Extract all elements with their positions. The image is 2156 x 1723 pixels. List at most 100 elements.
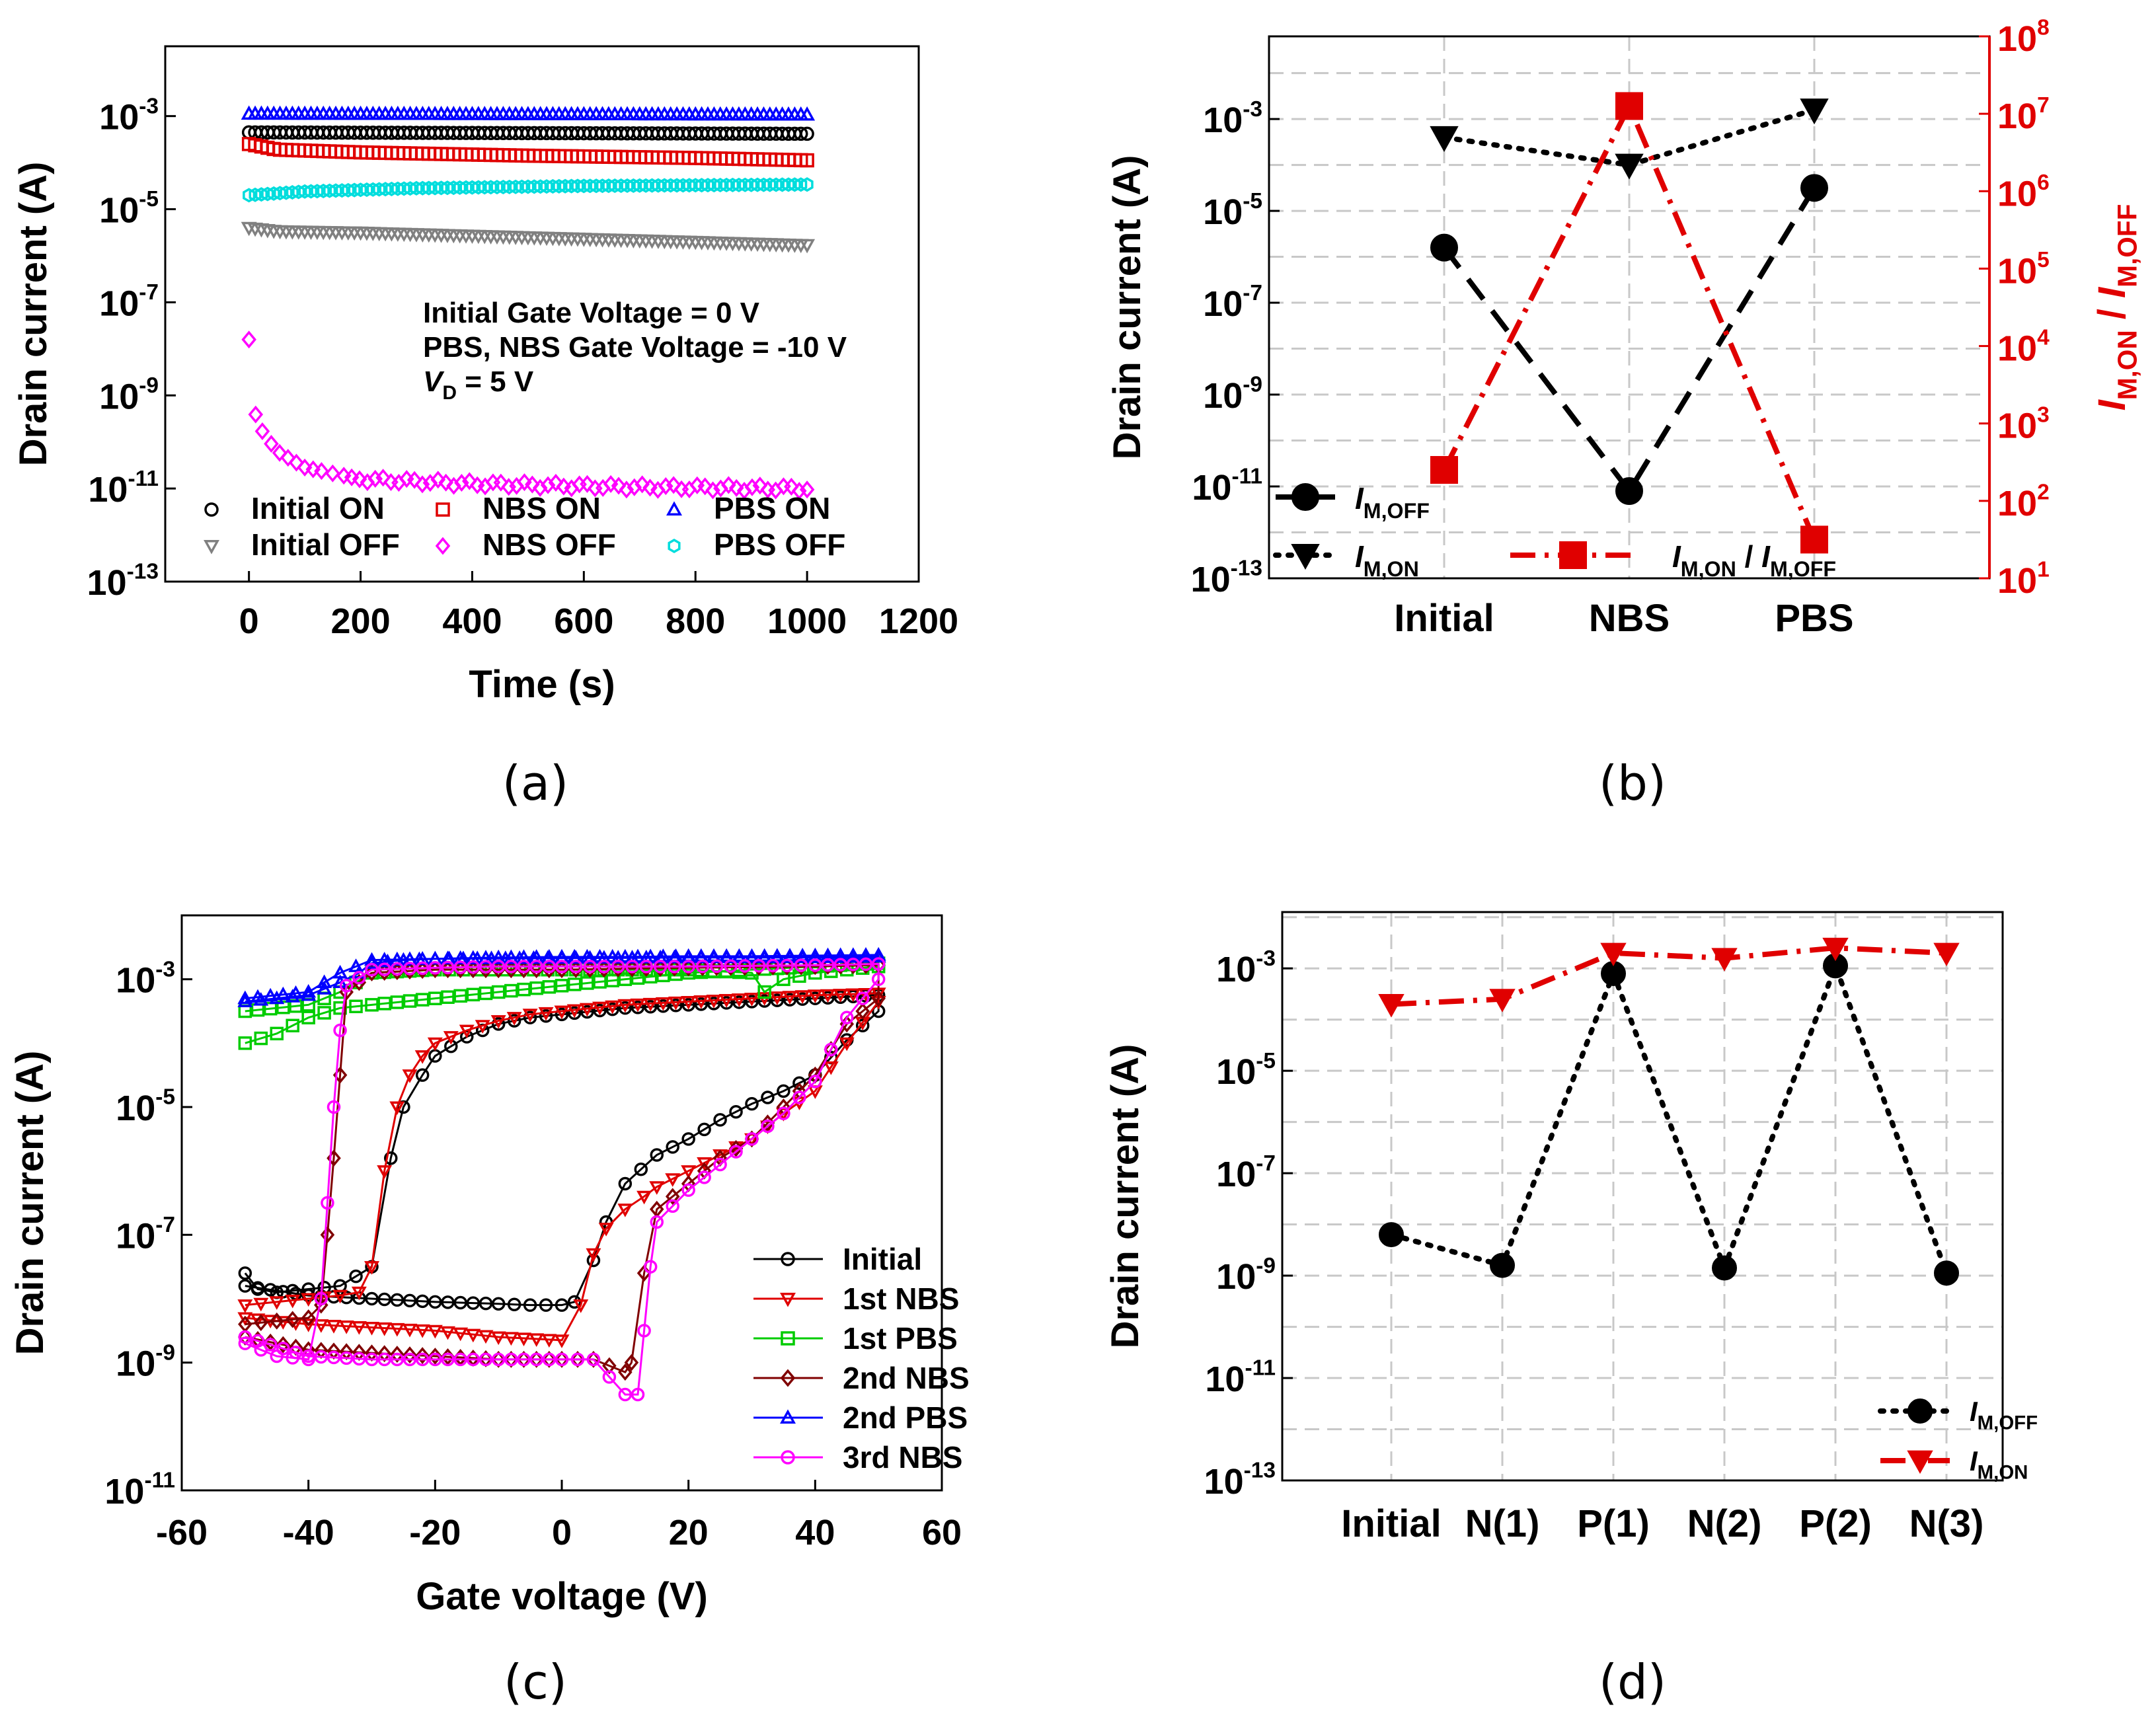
legend-label-c: 1st PBS (843, 1321, 958, 1356)
data-point-c (695, 959, 710, 974)
annotation-gate-voltage: Initial Gate Voltage = 0 V (423, 297, 760, 329)
series-a-nbs-off (241, 330, 815, 500)
y2-tick-label-b: 105 (1997, 248, 2050, 291)
data-point-d (1822, 937, 1849, 962)
data-point-c (681, 995, 697, 1010)
plot-frame-a (164, 45, 920, 583)
y-tick-label-d: 10-9 (1216, 1254, 1276, 1297)
data-point-a (323, 183, 336, 198)
data-point-c (250, 1313, 266, 1328)
data-point-c (859, 957, 873, 972)
data-point-a (248, 405, 264, 424)
data-point-c (625, 960, 639, 974)
data-point-a (784, 477, 799, 496)
data-point-a (621, 178, 634, 193)
data-point-a (254, 187, 268, 202)
data-point-c (503, 1332, 519, 1346)
data-point-c (428, 961, 442, 975)
data-point-a (658, 178, 671, 193)
data-point-c (580, 1005, 594, 1019)
data-point-c (821, 958, 835, 972)
data-point-c (617, 1204, 633, 1217)
data-point-c (777, 1084, 790, 1098)
data-point-c (317, 1006, 331, 1020)
data-point-a (757, 177, 770, 192)
data-point-a (738, 177, 751, 192)
legend-c: Initial 1st NBS 1st PBS 2nd NBS 2nd PBS 3rd N… (753, 1242, 970, 1474)
data-point-c (466, 987, 481, 1002)
data-point-c (301, 1309, 316, 1326)
legend-marker-a (204, 540, 219, 555)
data-point-b (1800, 174, 1828, 202)
data-point-c (338, 1321, 354, 1334)
data-point-c (583, 960, 597, 974)
data-point-a (639, 178, 652, 193)
data-point-c (490, 1331, 506, 1346)
legend-label-c: 2nd PBS (843, 1400, 968, 1435)
data-point-c (276, 1000, 290, 1015)
data-point-a (325, 464, 340, 482)
data-point-a (289, 453, 304, 472)
data-point-c (364, 1321, 379, 1336)
data-point-c (794, 949, 810, 964)
data-point-c (729, 1145, 743, 1159)
data-point-a (615, 178, 628, 193)
data-point-c (542, 1352, 557, 1367)
data-point-c (317, 981, 332, 995)
data-point-a (286, 184, 299, 200)
data-point-c (327, 1350, 341, 1365)
legend-d: IM,OFF IM,ON (1878, 1396, 2038, 1484)
data-point-a (527, 179, 541, 194)
y-tick-label-a: 10-3 (99, 94, 159, 137)
data-point-c (744, 993, 759, 1007)
data-point-c (751, 959, 766, 973)
data-point-c (649, 1181, 665, 1195)
data-point-c (845, 949, 861, 963)
y2-tick-label-b: 108 (1997, 16, 2050, 59)
legend-marker-b (1291, 544, 1320, 570)
data-point-a (633, 178, 646, 193)
data-point-a (465, 180, 479, 195)
data-point-a (478, 180, 491, 195)
data-point-a (438, 473, 453, 492)
data-point-c (792, 1091, 806, 1104)
data-point-c (729, 1105, 743, 1119)
data-point-c (855, 991, 870, 1005)
data-point-c (479, 986, 493, 1001)
legend-b: IM,OFF IM,ON IM,ON / IM,OFF (1273, 481, 1836, 581)
data-point-a (590, 178, 603, 194)
data-point-c (710, 959, 724, 974)
data-point-c (314, 1291, 328, 1306)
data-point-c (390, 1352, 404, 1367)
y-tick-label-a: 10-5 (99, 187, 159, 230)
data-point-a (472, 180, 485, 195)
data-point-c (665, 1188, 680, 1206)
x-category-label-d: P(2) (1799, 1502, 1872, 1545)
data-point-c (602, 1370, 617, 1384)
legend-label-d: IM,ON (1970, 1445, 2028, 1484)
data-point-c (529, 1352, 543, 1367)
x-tick-label-a: 0 (239, 601, 259, 641)
data-point-c (718, 994, 734, 1008)
data-point-a (344, 468, 360, 486)
y-axis-label-a: Drain current (A) (12, 162, 55, 467)
data-point-a (348, 182, 361, 198)
data-point-c (379, 953, 395, 968)
data-point-b (1800, 525, 1828, 554)
data-point-c (428, 1295, 442, 1309)
data-point-c (639, 960, 654, 974)
data-point-c (821, 991, 835, 1005)
data-point-c (523, 1298, 537, 1312)
data-point-c (598, 1223, 614, 1237)
data-point-c (669, 999, 683, 1013)
data-point-c (605, 1000, 621, 1015)
data-point-c (808, 1075, 822, 1089)
y-axis-label-c: Drain current (A) (9, 1051, 52, 1356)
series-line-b (1442, 186, 1817, 496)
data-point-a (297, 458, 313, 477)
data-point-a (280, 185, 293, 200)
data-point-c (539, 1009, 553, 1023)
series-a-nbs-on (241, 137, 814, 168)
data-point-c (332, 1289, 348, 1304)
series-a-pbs-off (243, 177, 814, 203)
